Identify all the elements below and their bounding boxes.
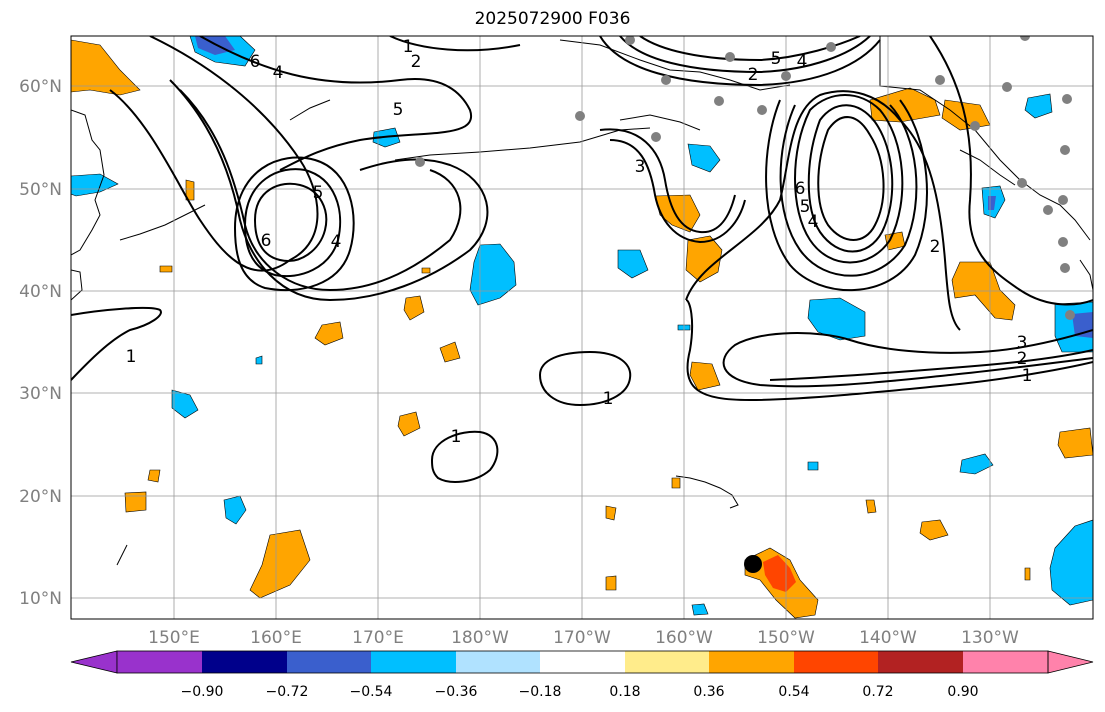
- latitude-labels: 60°N 50°N 40°N 30°N 20°N 10°N: [19, 77, 62, 609]
- colorbar-segment: [287, 651, 371, 673]
- colorbar-tick-label: 0.54: [778, 684, 809, 700]
- lon-label-150w: 150°W: [757, 628, 815, 648]
- map-frame: [70, 35, 1094, 620]
- lat-label-20n: 20°N: [19, 487, 62, 507]
- colorbar-tick-label: 0.18: [609, 684, 640, 700]
- contour-label: 6: [795, 179, 806, 199]
- contour-label: 3: [1017, 333, 1028, 353]
- map-title: 2025072900 F036: [474, 9, 631, 29]
- contour-label: 1: [126, 347, 137, 367]
- colorbar-tick-label: −0.72: [266, 684, 309, 700]
- lon-label-160w: 160°W: [655, 628, 713, 648]
- colorbar-tick-label: −0.54: [350, 684, 393, 700]
- contour-label: 5: [771, 49, 782, 69]
- colorbar-segment: [794, 651, 878, 673]
- lon-label-140w: 140°W: [859, 628, 917, 648]
- lat-label-50n: 50°N: [19, 180, 62, 200]
- contour-label: 5: [800, 197, 811, 217]
- colorbar-tick-label: 0.72: [862, 684, 893, 700]
- lat-label-60n: 60°N: [19, 77, 62, 97]
- contour-label: 6: [261, 231, 272, 251]
- colorbar-min-extend: [70, 650, 118, 674]
- lon-label-150e: 150°E: [148, 628, 200, 648]
- colorbar-segment: [456, 651, 540, 673]
- colorbar-tick-label: 0.90: [947, 684, 978, 700]
- colorbar-tick-label: −0.90: [181, 684, 224, 700]
- colorbar-segment: [202, 651, 287, 673]
- colorbar-frame: [116, 650, 1049, 674]
- colorbar-max-extend: [1047, 650, 1094, 674]
- contour-label: 1: [603, 389, 614, 409]
- contour-label: 1: [403, 37, 414, 57]
- contour-label: 1: [1022, 366, 1033, 386]
- contour-label: 5: [393, 100, 404, 120]
- contour-label: 2: [748, 65, 759, 85]
- contour-label-group: 1 2 6 5 4 3 5 4 5 4 6 2 6 5 4 2 1 2 3 1 …: [126, 37, 1033, 447]
- contour-label: 4: [797, 52, 808, 72]
- lon-label-170w: 170°W: [553, 628, 611, 648]
- contour-label: 6: [250, 52, 261, 72]
- contour-label: 4: [808, 212, 819, 232]
- colorbar-tick-label: 0.36: [693, 684, 724, 700]
- colorbar-segment: [963, 651, 1048, 673]
- colorbar-segment: [878, 651, 963, 673]
- contour-label: 2: [411, 52, 422, 72]
- station-markers: [415, 36, 1075, 320]
- longitude-labels: 150°E 160°E 170°E 180°W 170°W 160°W 150°…: [148, 628, 1019, 648]
- lat-label-30n: 30°N: [19, 384, 62, 404]
- contour-label: 2: [1017, 349, 1028, 369]
- lon-label-160e: 160°E: [250, 628, 302, 648]
- contour-label: 4: [331, 232, 342, 252]
- contour-lines: [71, 36, 1093, 483]
- colorbar-segment: [625, 651, 709, 673]
- contour-label: 1: [451, 427, 462, 447]
- storm-position-marker: [744, 555, 762, 573]
- colorbar-segment: [371, 651, 456, 673]
- lat-label-10n: 10°N: [19, 589, 62, 609]
- colorbar-segment: [540, 651, 625, 673]
- contour-label: 5: [313, 183, 324, 203]
- contour-label: 3: [635, 157, 646, 177]
- colorbar-tick-label: −0.18: [519, 684, 562, 700]
- lon-label-170e: 170°E: [352, 628, 404, 648]
- colorbar-tick-label: −0.36: [435, 684, 478, 700]
- colorbar: −0.90 −0.72 −0.54 −0.36 −0.18 0.18 0.36 …: [70, 650, 1094, 700]
- lat-label-40n: 40°N: [19, 282, 62, 302]
- contour-label: 2: [930, 237, 941, 257]
- lon-label-180w: 180°W: [451, 628, 509, 648]
- colorbar-segment: [709, 651, 794, 673]
- colorbar-segment: [117, 651, 202, 673]
- lon-label-130w: 130°W: [961, 628, 1019, 648]
- contour-label: 4: [273, 63, 284, 83]
